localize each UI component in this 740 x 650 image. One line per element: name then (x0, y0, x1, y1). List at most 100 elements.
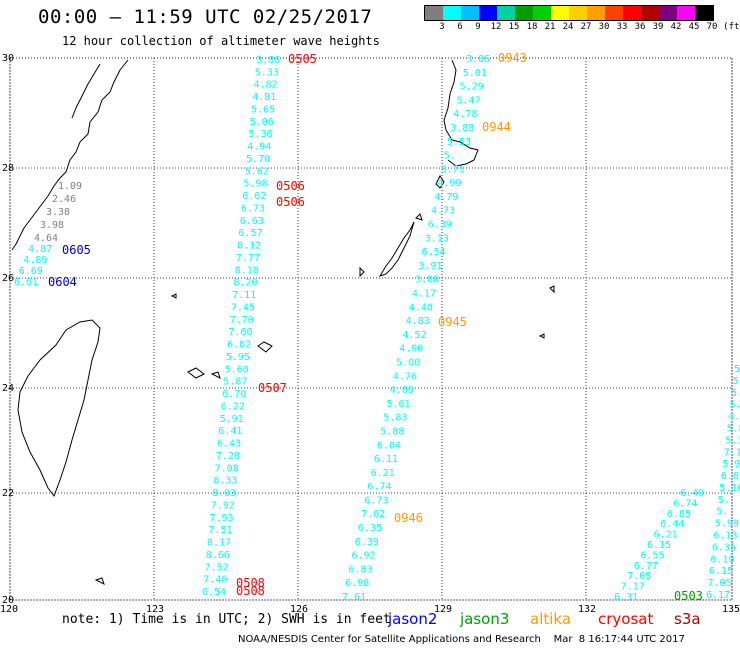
swh-value: 4.78 (453, 109, 477, 120)
swh-value: 7.17 (621, 582, 645, 593)
swh-value: 6.04 (377, 440, 401, 451)
swh-value: 4.76 (393, 371, 417, 382)
swh-value: 3.98 (40, 220, 64, 231)
coastline-segment (170, 293, 177, 299)
colorbar-label: 39 (652, 22, 664, 32)
lon-tick-label: 132 (578, 604, 596, 615)
swh-value: 5.04 (730, 400, 740, 411)
colorbar-label: 18 (526, 22, 538, 32)
swh-value: 4.89 (23, 255, 47, 266)
time-label: 0604 (48, 275, 77, 289)
axis-ticks: 120 123 126 129 132 135 30 28 26 24 22 20 (0, 53, 740, 615)
swh-value: 6.63 (240, 216, 264, 227)
swh-value: 7.61 (342, 592, 366, 603)
swh-value: 6.77 (634, 561, 658, 572)
swh-value: 5.87 (223, 377, 247, 388)
colorbar-label: 33 (616, 22, 628, 32)
swh-value: 5.60 (225, 364, 249, 375)
swh-value: 4.69 (390, 385, 414, 396)
colorbar-label: 21 (544, 22, 556, 32)
coastline-segment (187, 367, 205, 379)
swh-value: 4.17 (412, 289, 436, 300)
swh-value: 5.91 (722, 459, 740, 470)
swh-value: 6.69 (19, 266, 43, 277)
swh-value: 4.99 (437, 178, 461, 189)
swh-value: 6.73 (364, 495, 388, 506)
swh-value: 5.00 (396, 358, 420, 369)
colorbar-swatch (461, 6, 479, 20)
swh-value: 3.71 (441, 164, 465, 175)
legend-jason3: jason3 (460, 610, 510, 628)
swh-value: 7.77 (236, 253, 260, 264)
swh-value: 6.57 (238, 228, 262, 239)
swh-value: 3.88 (450, 123, 474, 134)
colorbar-label: 3 (439, 22, 445, 32)
swh-value: 4.83 (406, 316, 430, 327)
coastline-segment (359, 266, 365, 278)
colorbar-label: (ft) (723, 22, 740, 32)
swh-value: 5.65 (251, 105, 275, 116)
swh-value: 6.31 (614, 592, 638, 603)
track-labels: 3.865.334.824.815.655.065.364.945.705.62… (14, 54, 740, 603)
swh-value: 7.28 (216, 451, 240, 462)
swh-value: 6.17 (706, 590, 730, 601)
swh-value: 6.92 (352, 551, 376, 562)
colorbar-swatch (659, 6, 677, 20)
swh-value: 7.11 (232, 290, 256, 301)
lat-tick-label: 22 (2, 488, 14, 499)
colorbar-swatch (425, 6, 443, 20)
lon-tick-label: 123 (146, 604, 164, 615)
swh-value: 6.85 (667, 509, 691, 520)
swh-value: 6.41 (218, 426, 242, 437)
swh-value: 6.39 (355, 537, 379, 548)
swh-value: 3.88 (415, 275, 439, 286)
colorbar-swatch (497, 6, 515, 20)
swh-value: 6.70 (222, 389, 246, 400)
swh-value: 5.36 (249, 129, 273, 140)
swh-value: 7.05 (627, 571, 651, 582)
swh-value: 6.62 (242, 191, 266, 202)
coastline-segment (443, 59, 479, 167)
swh-value: 3.13 (425, 233, 449, 244)
swh-value: 6.13 (713, 531, 737, 542)
swh-value: 3.38 (46, 207, 70, 218)
swh-value: 6.21 (371, 468, 395, 479)
swh-value: 7.45 (231, 302, 255, 313)
map-grid (9, 57, 733, 601)
swh-value: 4.94 (247, 142, 271, 153)
colorbar-swatch (587, 6, 605, 20)
swh-value: 3.86 (256, 55, 280, 66)
colorbar-label: 27 (580, 22, 592, 32)
swh-value: 5.88 (380, 427, 404, 438)
swh-value: 5. (716, 507, 728, 518)
swh-value: 3.91 (418, 261, 442, 272)
time-label: 0505 (288, 52, 317, 66)
colorbar-label: 15 (508, 22, 520, 32)
colorbar-swatch (641, 6, 659, 20)
time-label: 0943 (498, 51, 527, 65)
swh-value: 5.53 (447, 137, 471, 148)
swh-value: 2.46 (52, 194, 76, 205)
swh-value: 6.82 (227, 340, 251, 351)
swh-value: 6.15 (647, 540, 671, 551)
colorbar-swatch (443, 6, 461, 20)
swh-value: 6.74 (673, 498, 697, 509)
colorbar-label: 12 (490, 22, 502, 32)
coastline-segment (549, 285, 555, 294)
colorbar-swatch (533, 6, 551, 20)
legend-jason2: jason2 (388, 610, 438, 628)
swh-value: 7.51 (208, 525, 232, 536)
swh-value: 6.21 (654, 530, 678, 541)
swh-value: 5.01 (463, 68, 487, 79)
swh-value: 8.12 (237, 241, 261, 252)
swh-value: 8.18 (235, 265, 259, 276)
coastline-segment (378, 221, 415, 277)
time-label: 0508 (236, 576, 265, 590)
swh-value: 5.80 (727, 424, 740, 435)
swh-value: 3.86 (466, 54, 490, 65)
footer-credit: NOAA/NESDIS Center for Satellite Applica… (238, 634, 685, 645)
time-label: 0946 (394, 511, 423, 525)
swh-value: 8.03 (212, 488, 236, 499)
swh-value: 7.52 (205, 562, 229, 573)
